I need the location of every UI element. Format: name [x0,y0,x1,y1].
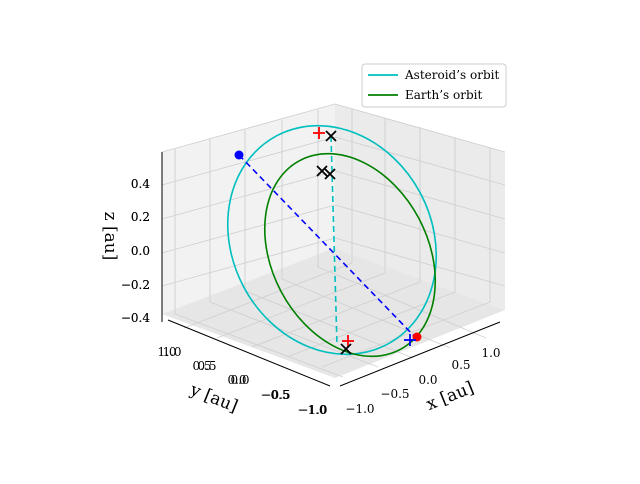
z-tick-label: 0.0 [131,244,150,258]
floor-pane [162,248,505,378]
asteroid-dashed-line [238,154,417,339]
z-axis-title: z [au] [100,212,120,261]
legend-label-earth: Earth’s orbit [405,88,482,102]
x-grid-floor [183,262,353,329]
z-tick-label: 0.4 [131,177,150,191]
z-grid-left [161,103,336,153]
x-marker-top [325,130,337,142]
z-tick-label: 0.2 [131,210,150,224]
red-plus-bottom [342,335,354,347]
x-marker-mid2 [324,168,336,180]
grid-lines [161,103,506,378]
y-tick-label: 0.5 [192,359,211,373]
tick-labels: 0.4 0.2 0.0 −0.2 −0.4 1.0 0.5 0.0 −0.5 −1.0 1.0 0.5… [121,177,501,417]
y-grid-floor [281,278,451,349]
y-tick-label: −1.0 [297,403,326,417]
x-tick-label: −0.5 [380,387,409,401]
asteroid-start-marker [234,150,244,160]
y-tick-label: 0.0 [227,373,246,387]
z-tick-label: 0.0 [131,244,150,258]
y-tick-label: 0.5 [197,359,216,373]
legend: Asteroid’s orbit Earth’s orbit [361,63,507,108]
x-tick-label: 0.0 [418,373,437,387]
axis-lines [161,152,501,387]
x-tick-label: 1.0 [481,346,500,360]
x-grid-floor [321,301,491,368]
z-grid-left [161,237,336,287]
x-grid-floor [251,281,421,348]
y-tick-label: −0.5 [260,388,289,402]
red-plus-top [313,127,325,139]
x-tick-label: 0.5 [451,358,470,372]
asteroid-orbit-line [226,124,438,356]
y-tick-label: 0.0 [230,373,249,387]
y-axis-line [167,319,331,387]
y-tick-label: −1.0 [298,403,327,417]
x-grid-floor [216,272,386,339]
z-grid-left [161,170,336,220]
x-marker-mid1 [316,165,328,177]
y-grid-floor [174,313,344,378]
blue-plus [404,334,416,346]
y-grid-floor [244,290,414,359]
orbits [226,124,438,358]
y-tick-label: 1.0 [157,345,176,359]
x-grid-floor [286,291,456,358]
z-tick-label: 0.4 [131,177,150,191]
x-axis-line [339,321,501,387]
y-grid-floor [317,266,487,339]
markers [234,127,422,355]
z-tick-label: −0.4 [121,311,151,325]
z-tick-label: −0.2 [121,278,150,292]
left-pane [162,104,335,314]
x-marker-bottom [340,343,352,355]
z-tick-label: −0.4 [121,311,151,325]
legend-label-asteroid: Asteroid’s orbit [404,68,499,82]
y-tick-label: −0.5 [261,388,290,402]
y-tick-label: 1.0 [162,345,181,359]
z-grid-left [161,204,336,254]
earth-orbit-line [263,152,437,358]
x-tick-label: −1.0 [345,402,374,416]
z-tick-label: 0.2 [131,210,150,224]
z-tick-label: −0.2 [121,278,150,292]
